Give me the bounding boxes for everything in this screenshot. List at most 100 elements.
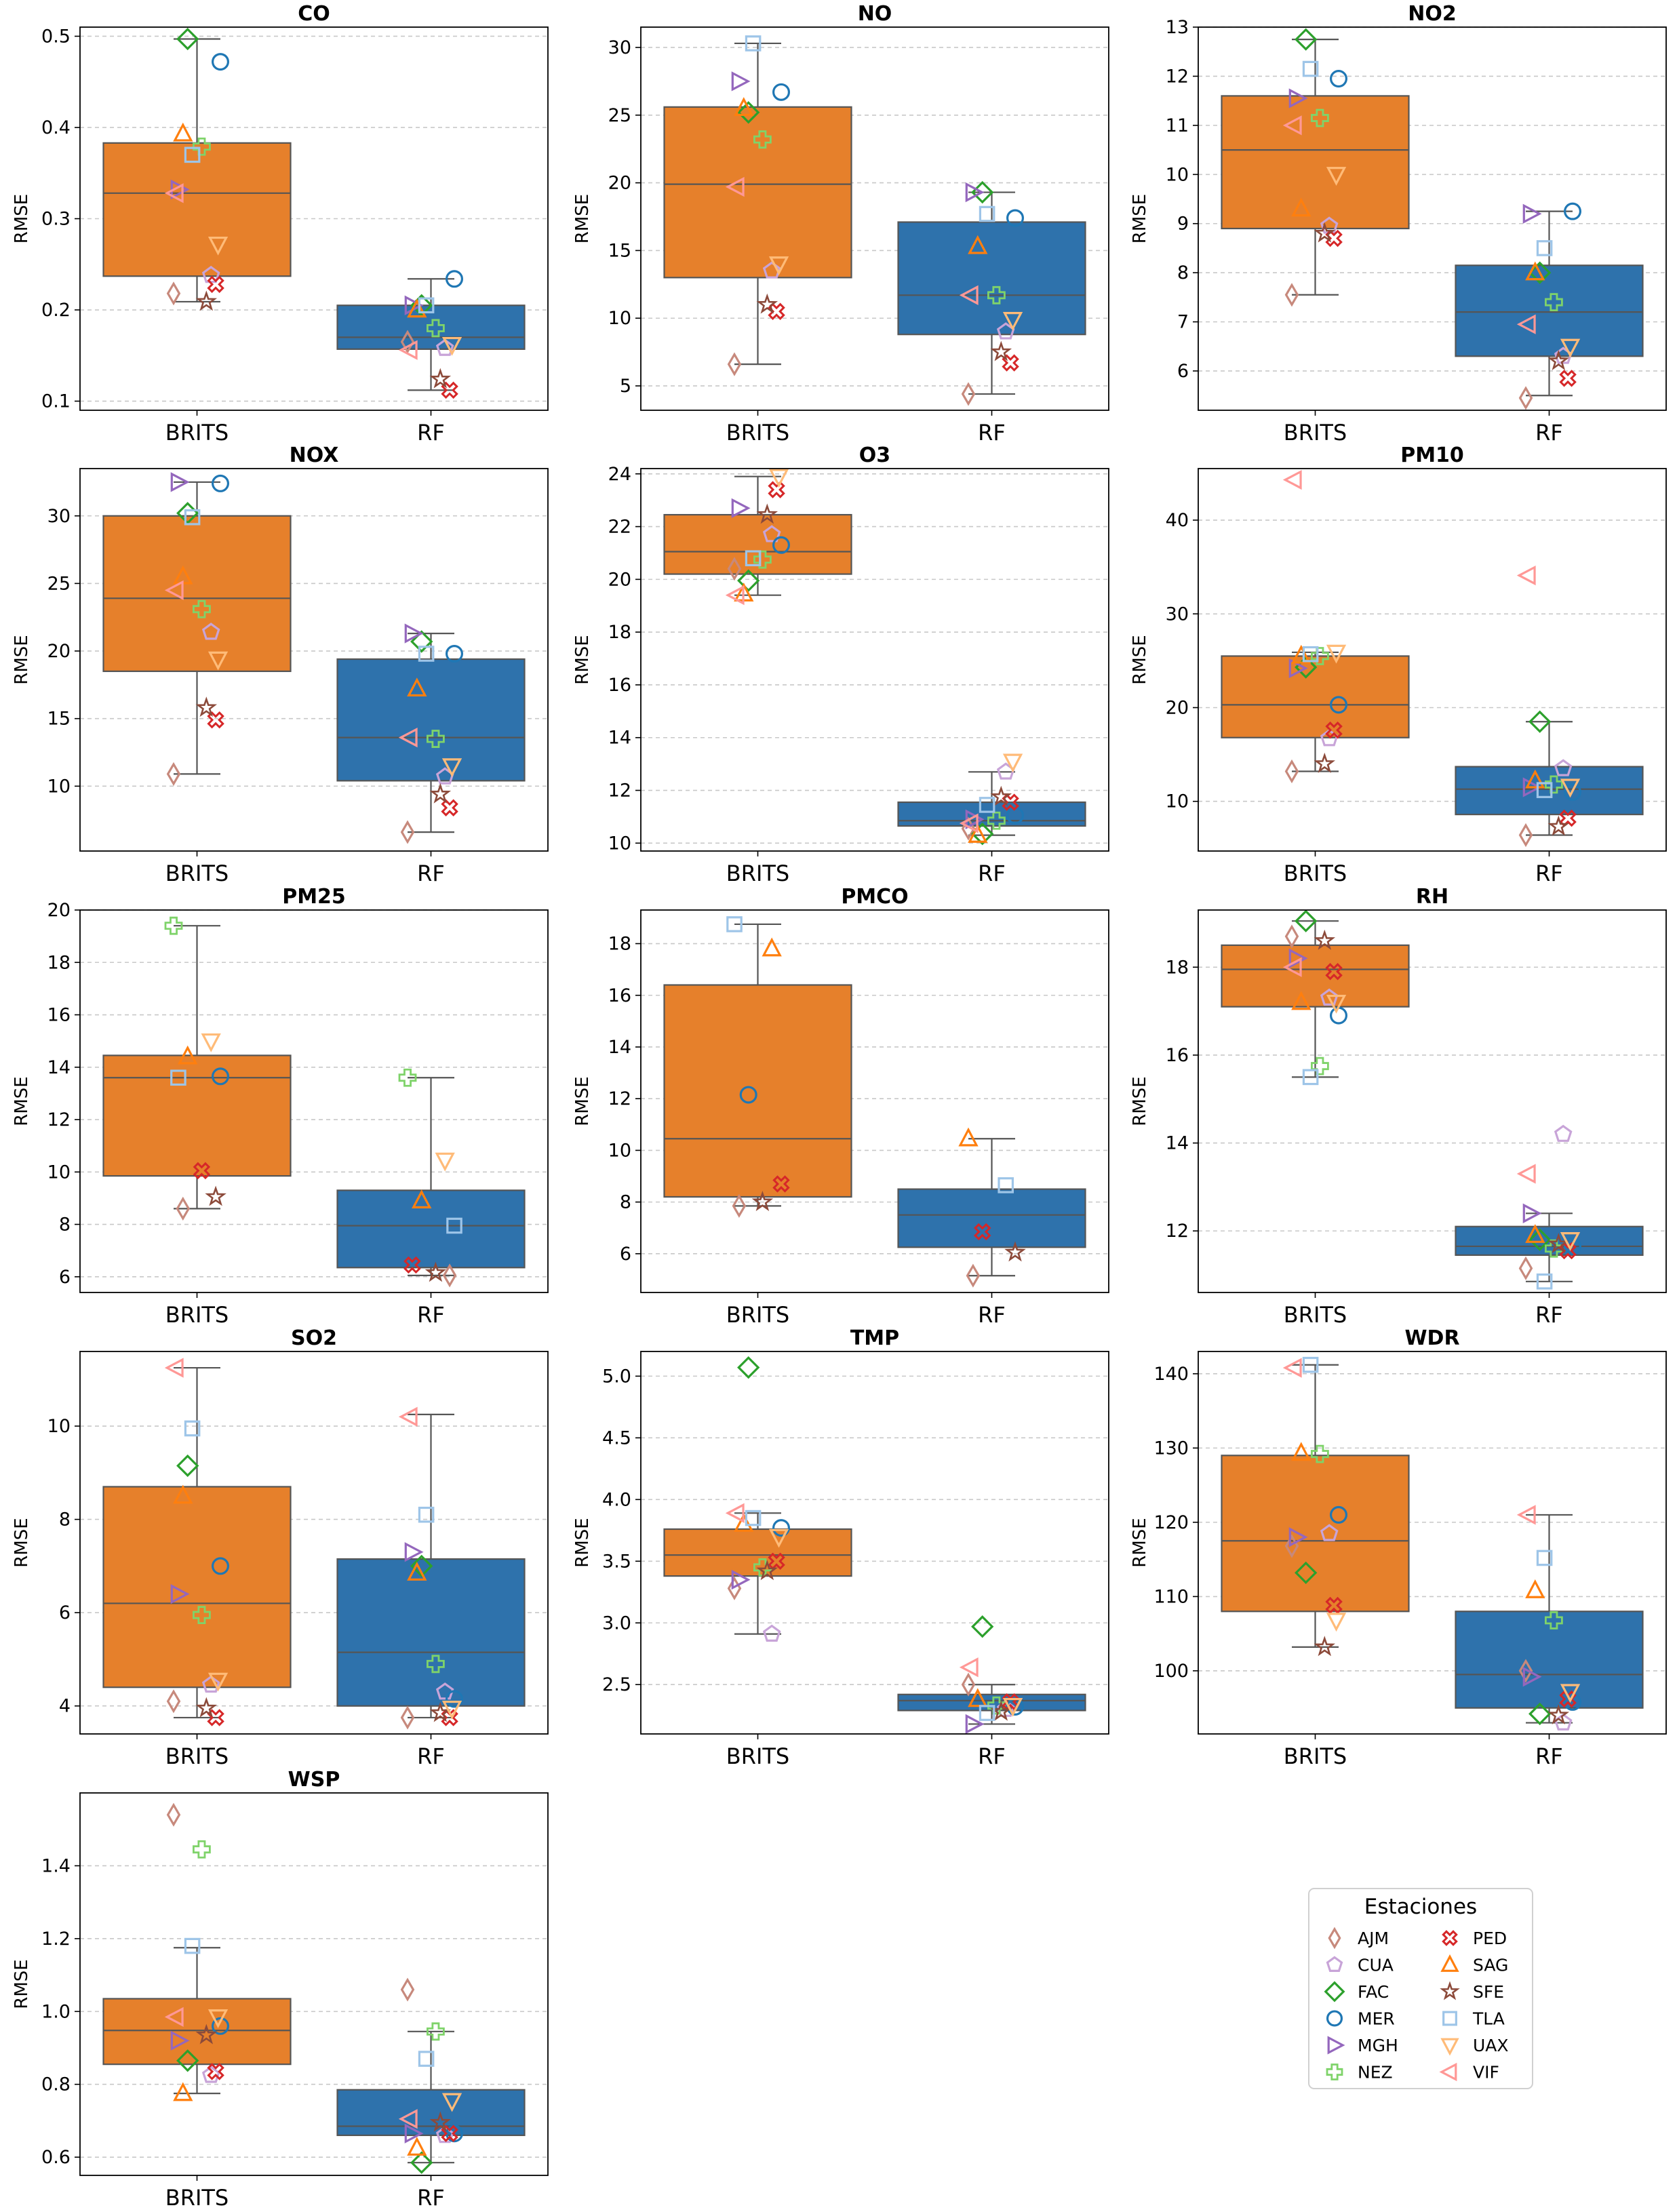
point-cua bbox=[1320, 988, 1339, 1006]
point-tla bbox=[1302, 60, 1319, 77]
point-vif bbox=[959, 1657, 979, 1678]
panel-wsp: 0.6 0.8 1.0 1.2 1.4 BRITS RF WSP RMSE bbox=[12, 1768, 549, 2211]
y-tick-label: 18 bbox=[608, 622, 631, 643]
point-tla bbox=[726, 916, 743, 932]
point-sag bbox=[173, 1484, 193, 1504]
point-nez bbox=[192, 1606, 211, 1625]
point-ped bbox=[207, 275, 224, 294]
point-vif bbox=[725, 585, 745, 606]
box-brits bbox=[663, 923, 852, 1207]
point-nez bbox=[192, 1840, 211, 1859]
y-tick-label: 18 bbox=[1166, 957, 1189, 978]
point-ped bbox=[1325, 721, 1343, 739]
y-tick-label: 0.6 bbox=[41, 2147, 71, 2168]
axes-frame bbox=[640, 26, 1109, 411]
y-tick-label: 14 bbox=[47, 1057, 71, 1078]
point-sag bbox=[734, 1513, 754, 1532]
point-uax bbox=[768, 469, 789, 488]
panel-title: WDR bbox=[1404, 1326, 1459, 1350]
y-tick-label: 12 bbox=[608, 1088, 631, 1109]
point-uax bbox=[208, 236, 229, 256]
point-sfe bbox=[205, 1185, 226, 1206]
point-ajm bbox=[727, 1576, 742, 1600]
point-ajm bbox=[400, 820, 415, 844]
point-tla bbox=[446, 1217, 462, 1234]
y-tick-label: 10 bbox=[47, 776, 71, 797]
point-tla bbox=[979, 205, 995, 222]
y-axis-label: RMSE bbox=[1130, 1518, 1150, 1567]
point-ajm bbox=[1284, 283, 1299, 307]
x-tick-label: BRITS bbox=[1284, 1743, 1347, 1769]
y-axis-label: RMSE bbox=[1130, 635, 1150, 684]
point-sag bbox=[1291, 197, 1311, 217]
point-ajm bbox=[961, 1672, 976, 1697]
point-sag bbox=[412, 1189, 432, 1208]
point-uax bbox=[768, 256, 789, 276]
y-tick-label: 5.0 bbox=[602, 1366, 631, 1387]
box-iqr bbox=[897, 221, 1086, 336]
point-sfe bbox=[1004, 1241, 1026, 1262]
point-sag bbox=[178, 1045, 198, 1065]
legend-marker-cua bbox=[1326, 1956, 1343, 1972]
legend-marker-ped bbox=[1442, 1930, 1458, 1946]
panel-pm10: 10 20 30 40 BRITS RF PM10 RMSE bbox=[1130, 443, 1667, 886]
point-tla bbox=[745, 550, 762, 567]
point-mer bbox=[1564, 202, 1582, 220]
point-nez bbox=[427, 2022, 445, 2041]
x-tick-label: RF bbox=[417, 1743, 445, 1769]
box-brits bbox=[102, 38, 292, 303]
point-mgh bbox=[1522, 1203, 1542, 1223]
y-axis-label: RMSE bbox=[572, 1518, 593, 1567]
point-mgh bbox=[1522, 777, 1542, 797]
point-tla bbox=[745, 1509, 762, 1526]
point-ped bbox=[441, 2125, 458, 2142]
box-rf bbox=[336, 278, 526, 391]
point-sfe bbox=[1314, 1636, 1336, 1657]
box-iqr bbox=[897, 1188, 1086, 1248]
box-brits bbox=[102, 925, 292, 1210]
point-uax bbox=[201, 1033, 221, 1052]
point-vif bbox=[1516, 1505, 1536, 1525]
point-tla bbox=[1536, 240, 1553, 256]
box-iqr bbox=[1221, 655, 1410, 738]
point-tla bbox=[979, 1705, 995, 1721]
point-ajm bbox=[166, 281, 181, 306]
point-tla bbox=[1302, 1356, 1319, 1373]
panel-title: NO bbox=[858, 2, 892, 26]
point-ajm bbox=[442, 1263, 457, 1288]
legend-label-sfe: SFE bbox=[1473, 1982, 1504, 2002]
x-tick-label: RF bbox=[978, 1302, 1006, 1328]
point-ped bbox=[768, 481, 785, 498]
point-uax bbox=[441, 1700, 462, 1720]
axes-frame bbox=[640, 468, 1109, 852]
box-iqr bbox=[102, 1054, 292, 1177]
box-iqr bbox=[336, 1558, 526, 1707]
point-sfe bbox=[1314, 752, 1336, 773]
point-fac bbox=[176, 1454, 199, 1478]
legend-marker-sag bbox=[1440, 1954, 1459, 1972]
axes-frame bbox=[640, 909, 1109, 1293]
panel-no: 5 10 15 20 25 30 BRITS RF NO RMSE bbox=[572, 2, 1109, 446]
y-tick-label: 4.5 bbox=[602, 1427, 631, 1448]
point-sfe bbox=[751, 1191, 774, 1212]
y-tick-label: 20 bbox=[608, 173, 631, 194]
point-vif bbox=[164, 1358, 184, 1378]
y-tick-label: 8 bbox=[620, 1192, 631, 1213]
point-nez bbox=[1544, 1611, 1563, 1630]
x-tick-label: BRITS bbox=[165, 1743, 229, 1769]
y-tick-label: 110 bbox=[1153, 1586, 1189, 1607]
point-tla bbox=[170, 1069, 186, 1086]
point-cua bbox=[435, 338, 454, 356]
y-tick-label: 20 bbox=[1166, 698, 1189, 719]
point-mgh bbox=[1288, 1527, 1308, 1547]
box-iqr bbox=[1455, 1225, 1644, 1256]
box-rf bbox=[1455, 210, 1644, 397]
y-axis-label: RMSE bbox=[572, 635, 593, 684]
y-tick-label: 15 bbox=[608, 240, 631, 261]
point-sag bbox=[1525, 261, 1545, 281]
y-tick-label: 20 bbox=[47, 900, 71, 921]
point-sfe bbox=[429, 368, 452, 389]
y-tick-label: 5 bbox=[620, 376, 631, 397]
panel-so2: 4 6 8 10 BRITS RF SO2 RMSE bbox=[12, 1326, 549, 1769]
point-cua bbox=[201, 1675, 220, 1693]
